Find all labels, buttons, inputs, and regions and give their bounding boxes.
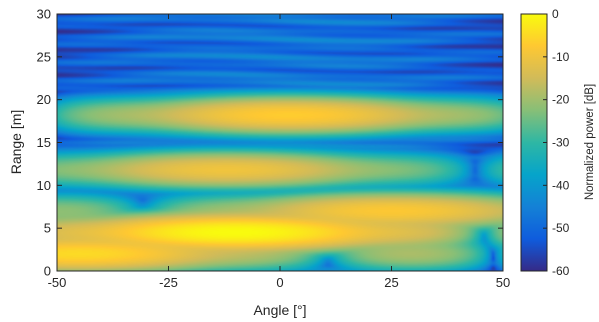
x-tick-label: 50 (496, 275, 510, 290)
colorbar-tick-label: -20 (552, 93, 570, 107)
x-axis-label: Angle [°] (253, 302, 306, 318)
colorbar-tick-label: -60 (552, 264, 570, 278)
colorbar-tick-label: -10 (552, 50, 570, 64)
y-tick-label: 0 (44, 264, 51, 279)
y-tick-label: 10 (37, 178, 51, 193)
heatmap-image-container (57, 14, 503, 271)
colorbar: 0 -10 -20 -30 -40 -50 -60 Normalized power [dB… (520, 7, 596, 278)
colorbar-tick-label: -50 (552, 221, 570, 235)
y-axis-ticks: 0 5 10 15 20 25 30 (37, 7, 503, 279)
plot-area (56, 13, 504, 272)
x-tick-label: -50 (48, 275, 67, 290)
y-tick-label: 25 (37, 49, 51, 64)
colorbar-tick-label: -40 (552, 178, 570, 192)
x-tick-label: 25 (384, 275, 398, 290)
y-tick-label: 5 (44, 221, 51, 236)
colorbar-tick-label: -30 (552, 136, 570, 150)
x-tick-label: 0 (276, 275, 283, 290)
y-axis-label: Range [m] (8, 110, 24, 175)
colorbar-tick-label: 0 (552, 7, 559, 21)
colorbar-label: Normalized power [dB] (584, 84, 596, 200)
x-axis-ticks: -50 -25 0 25 50 (48, 14, 510, 290)
y-tick-label: 30 (37, 7, 51, 22)
y-tick-label: 15 (37, 135, 51, 150)
colorbar-ticks: 0 -10 -20 -30 -40 -50 -60 (543, 7, 570, 278)
y-tick-label: 20 (37, 92, 51, 107)
x-tick-label: -25 (159, 275, 178, 290)
heatmap-image (57, 14, 503, 271)
